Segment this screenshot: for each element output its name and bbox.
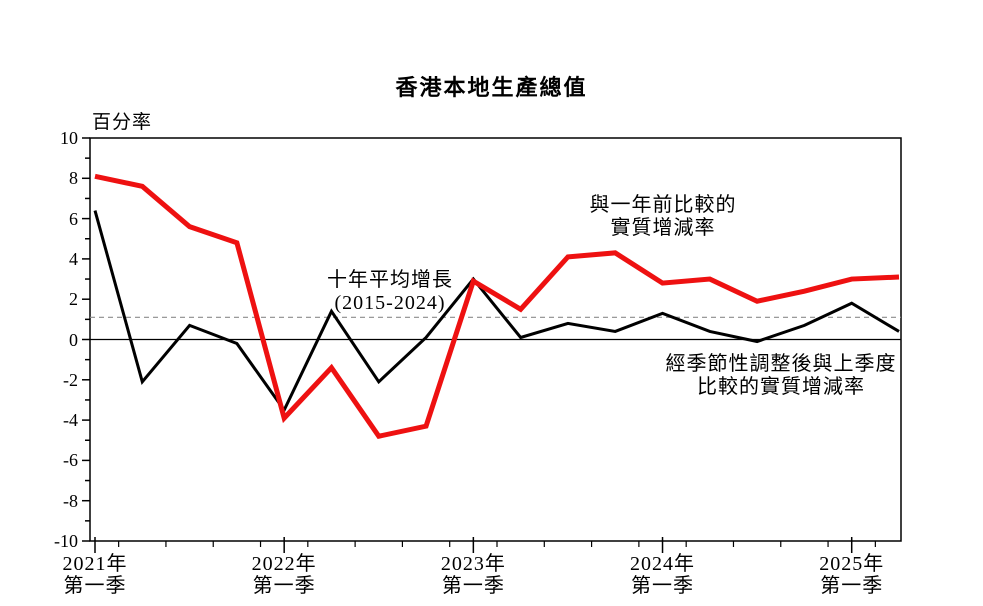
annotation-qoq-line1: 經季節性調整後與上季度 <box>665 353 897 375</box>
annotation-avg-line2: (2015-2024) <box>334 292 446 314</box>
y-tick-label: -2 <box>63 369 78 390</box>
x-tick-quarter: 第一季 <box>252 575 316 597</box>
y-tick-label: 8 <box>69 168 78 189</box>
x-tick-label: 2021年 第一季 <box>25 553 165 597</box>
x-tick-label: 2024年 第一季 <box>593 553 733 597</box>
annotation-qoq-label: 經季節性調整後與上季度 比較的實質增減率 <box>631 353 931 399</box>
x-tick-quarter: 第一季 <box>63 575 127 597</box>
x-tick-quarter: 第一季 <box>441 575 505 597</box>
y-tick-label: -10 <box>54 531 78 551</box>
y-tick-label: 4 <box>69 248 78 269</box>
x-tick-label: 2022年 第一季 <box>214 553 354 597</box>
annotation-avg-line1: 十年平均增長 <box>327 269 453 291</box>
y-tick-label: -4 <box>63 410 78 431</box>
yoy-line <box>94 173 900 440</box>
annotation-yoy-line1: 與一年前比較的 <box>589 194 737 216</box>
x-tick-year: 2021年 <box>62 553 128 575</box>
qoq-line <box>93 210 900 413</box>
y-tick-label: -6 <box>63 450 78 471</box>
x-tick-year: 2024年 <box>630 553 696 575</box>
x-tick-label: 2025年 第一季 <box>782 553 922 597</box>
y-tick-label: 2 <box>69 289 78 310</box>
annotation-yoy-label: 與一年前比較的 實質增減率 <box>513 194 813 240</box>
annotation-ten-year-average-label: 十年平均增長 (2015-2024) <box>240 269 540 315</box>
x-tick-year: 2025年 <box>819 553 885 575</box>
y-tick-label: 0 <box>69 329 78 350</box>
x-tick-quarter: 第一季 <box>820 575 884 597</box>
y-tick-label: 6 <box>69 208 78 229</box>
x-tick-year: 2022年 <box>251 553 317 575</box>
x-tick-year: 2023年 <box>440 553 506 575</box>
chart-title: 香港本地生產總值 <box>395 75 588 100</box>
annotation-yoy-line2: 實質增減率 <box>610 217 716 239</box>
y-tick-label: 10 <box>60 128 78 148</box>
x-tick-quarter: 第一季 <box>631 575 695 597</box>
y-tick-label: -8 <box>63 490 78 511</box>
y-axis-unit-label: 百分率 <box>92 112 153 133</box>
x-tick-label: 2023年 第一季 <box>403 553 543 597</box>
annotation-qoq-line2: 比較的實質增減率 <box>697 376 865 398</box>
